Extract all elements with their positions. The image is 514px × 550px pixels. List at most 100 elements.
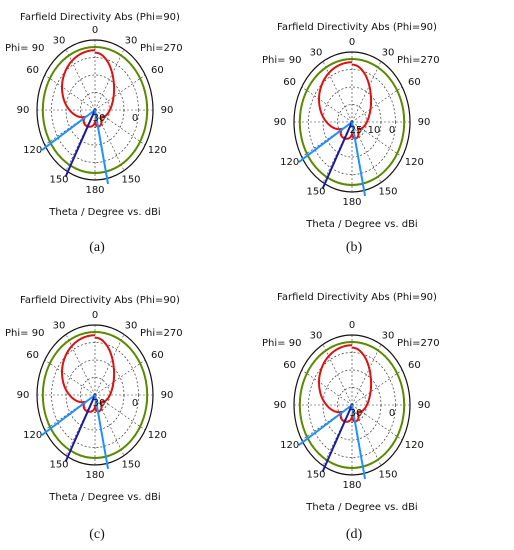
angle-label: 30 xyxy=(382,48,395,59)
angle-label: 30 xyxy=(125,36,138,47)
angle-label: 120 xyxy=(405,440,424,451)
angle-label: 0 xyxy=(349,37,355,48)
angle-label: 0 xyxy=(349,320,355,331)
radial-label: 10 xyxy=(368,125,381,136)
beam-line xyxy=(64,394,96,463)
grid-spoke xyxy=(351,369,403,406)
angle-label: 120 xyxy=(405,157,424,168)
caption: (a) xyxy=(89,240,105,255)
beam-line xyxy=(41,394,96,436)
phi-left: Phi= 90 xyxy=(262,338,301,349)
angle-label: 60 xyxy=(26,350,39,361)
angle-label: 90 xyxy=(274,400,287,411)
pattern-curve xyxy=(317,344,373,423)
angle-label: 60 xyxy=(151,65,164,76)
grid-spoke xyxy=(65,334,96,396)
grid-circle xyxy=(51,342,139,448)
beam-line xyxy=(94,394,110,470)
grid-spoke xyxy=(94,394,125,456)
grid-spoke xyxy=(65,394,96,456)
angle-label: 60 xyxy=(408,77,421,88)
beam-line xyxy=(321,121,353,190)
grid-circle xyxy=(51,57,139,163)
caption: (b) xyxy=(346,240,363,255)
angle-label: 150 xyxy=(49,174,68,185)
grid-spoke xyxy=(94,334,125,396)
angle-label: 150 xyxy=(121,174,140,185)
grid-spoke xyxy=(94,74,146,111)
angle-label: 120 xyxy=(280,157,299,168)
polar-panel: Farfield Directivity Abs (Phi=90) Phi= 90… xyxy=(5,295,183,542)
angle-label: 180 xyxy=(342,197,361,208)
beam-line xyxy=(351,404,367,480)
pattern-curve xyxy=(60,334,116,413)
phi-right: Phi=270 xyxy=(140,328,183,339)
angle-label: 30 xyxy=(382,331,395,342)
angle-label: 180 xyxy=(85,470,104,481)
angle-label: 150 xyxy=(378,186,397,197)
reference-circle xyxy=(298,58,406,186)
radial-label: 25 xyxy=(350,125,363,136)
caption: (d) xyxy=(346,527,363,542)
angle-label: 60 xyxy=(151,350,164,361)
radial-label: 0 xyxy=(389,125,395,136)
reference-circle xyxy=(41,46,149,174)
angle-label: 180 xyxy=(342,480,361,491)
grid-spoke xyxy=(351,404,382,466)
phi-left: Phi= 90 xyxy=(262,55,301,66)
angle-label: 30 xyxy=(310,331,323,342)
grid-circle xyxy=(308,69,396,175)
angle-label: 90 xyxy=(161,390,174,401)
angle-label: 30 xyxy=(53,321,66,332)
plot-title: Farfield Directivity Abs (Phi=90) xyxy=(277,22,437,33)
phi-right: Phi=270 xyxy=(140,43,183,54)
angle-label: 30 xyxy=(310,48,323,59)
beam-line xyxy=(94,109,110,185)
polar-panel: Farfield Directivity Abs (Phi=90) Phi= 90… xyxy=(5,12,183,255)
caption: (c) xyxy=(89,527,105,542)
axis-label: Theta / Degree vs. dBi xyxy=(305,219,417,230)
angle-label: 180 xyxy=(85,185,104,196)
phi-left: Phi= 90 xyxy=(5,43,44,54)
angle-label: 120 xyxy=(148,145,167,156)
angle-label: 120 xyxy=(148,430,167,441)
beam-line xyxy=(351,121,367,197)
beam-line xyxy=(298,404,353,446)
plot-title: Farfield Directivity Abs (Phi=90) xyxy=(20,12,180,23)
radial-label: 30 xyxy=(93,113,106,124)
grid-spoke xyxy=(94,359,146,396)
polar-panel: Farfield Directivity Abs (Phi=90) Phi= 90… xyxy=(262,292,440,542)
angle-label: 60 xyxy=(283,77,296,88)
angle-label: 120 xyxy=(23,430,42,441)
grid-spoke xyxy=(301,369,353,406)
angle-label: 90 xyxy=(418,117,431,128)
grid-spoke xyxy=(351,344,382,406)
angle-label: 90 xyxy=(17,390,30,401)
plot-title: Farfield Directivity Abs (Phi=90) xyxy=(277,292,437,303)
grid-spoke xyxy=(44,359,96,396)
reference-circle xyxy=(298,341,406,469)
grid-spoke xyxy=(322,344,353,406)
radial-label: 0 xyxy=(389,408,395,419)
grid-spoke xyxy=(322,61,353,123)
beam-line xyxy=(64,109,96,178)
radial-label: 0 xyxy=(132,398,138,409)
grid-spoke xyxy=(94,49,125,111)
angle-label: 0 xyxy=(92,25,98,36)
beam-line xyxy=(298,121,353,163)
plot-title: Farfield Directivity Abs (Phi=90) xyxy=(20,295,180,306)
axis-label: Theta / Degree vs. dBi xyxy=(48,207,160,218)
beam-line xyxy=(41,109,96,151)
phi-right: Phi=270 xyxy=(397,338,440,349)
grid-circle xyxy=(308,352,396,458)
angle-label: 150 xyxy=(121,459,140,470)
grid-spoke xyxy=(94,109,125,171)
angle-label: 60 xyxy=(26,65,39,76)
angle-label: 90 xyxy=(418,400,431,411)
grid-spoke xyxy=(351,61,382,123)
grid-spoke xyxy=(351,86,403,123)
angle-label: 30 xyxy=(125,321,138,332)
reference-circle xyxy=(41,331,149,459)
grid-spoke xyxy=(65,49,96,111)
